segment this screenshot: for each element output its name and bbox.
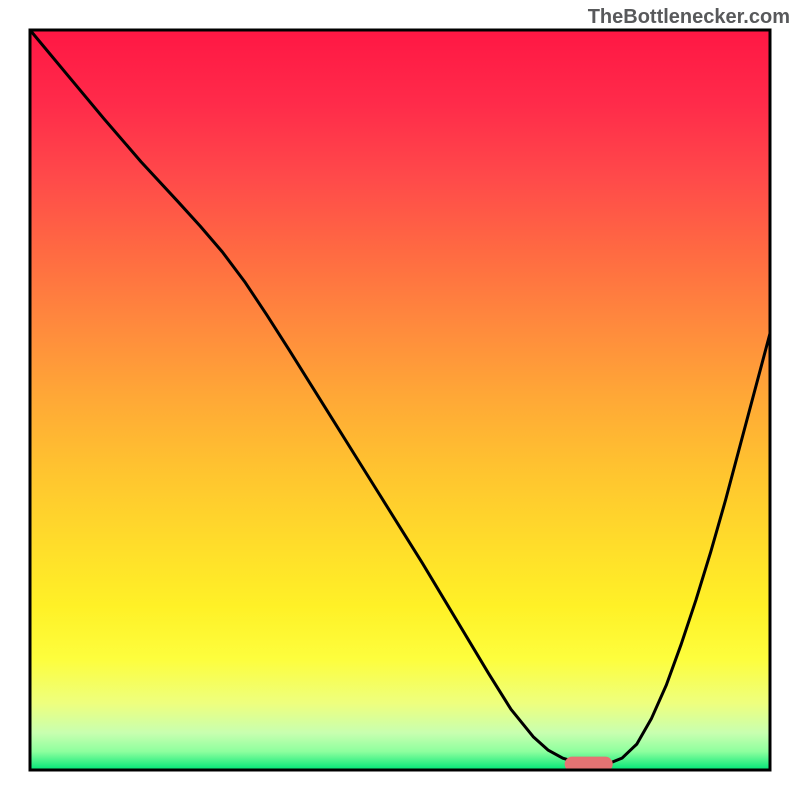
bottleneck-curve-chart	[0, 0, 800, 800]
gradient-background	[30, 30, 770, 770]
watermark-text: TheBottlenecker.com	[588, 6, 790, 29]
chart-stage: TheBottlenecker.com	[0, 0, 800, 800]
